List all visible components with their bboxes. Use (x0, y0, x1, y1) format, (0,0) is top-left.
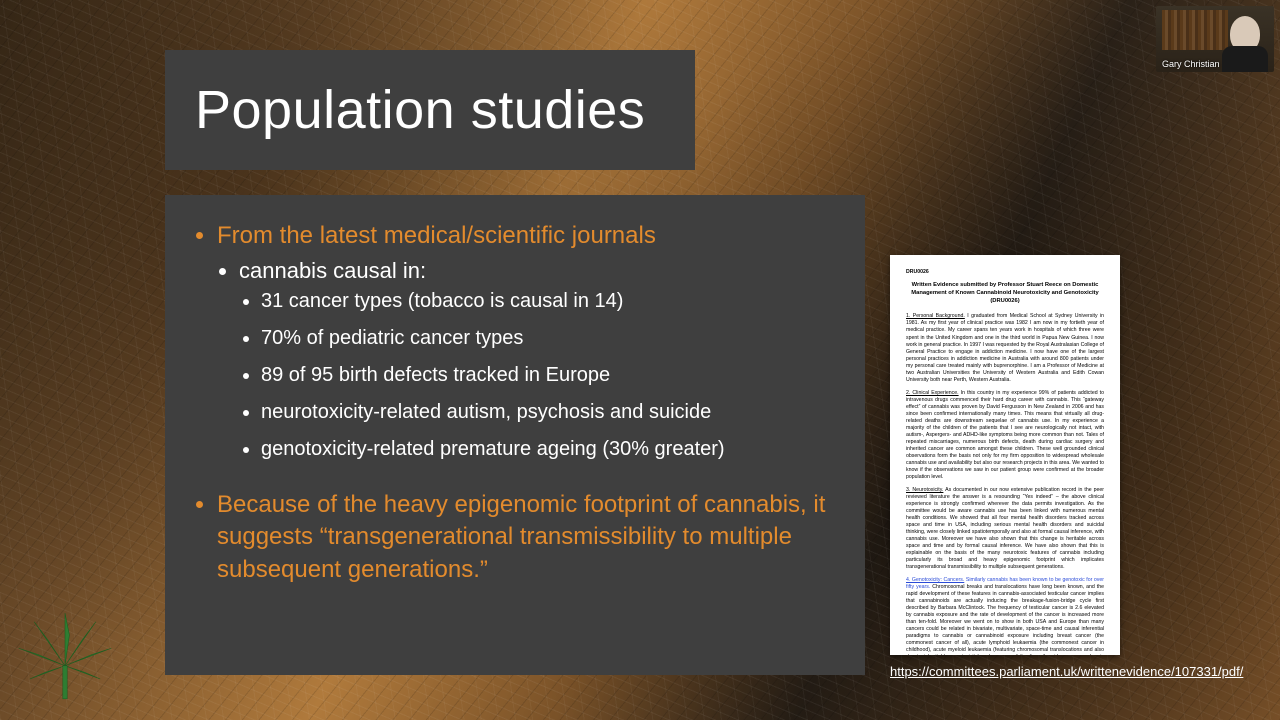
doc-heading: 1. Personal Background. (906, 313, 965, 319)
bullet-level3: 70% of pediatric cancer types (261, 323, 835, 354)
doc-heading: 2. Clinical Experience. (906, 390, 959, 396)
bullet-level1: From the latest medical/scientific journ… (217, 220, 835, 465)
bullet-level3: 89 of 95 birth defects tracked in Europe (261, 360, 835, 391)
slide-stage: Population studies From the latest medic… (0, 0, 1280, 720)
bullet-level3: genotoxicity-related premature ageing (3… (261, 434, 835, 465)
title-panel: Population studies (165, 50, 695, 170)
doc-text: I graduated from Medical School at Sydne… (906, 313, 1104, 382)
slide-title: Population studies (195, 79, 645, 141)
doc-paragraph: 1. Personal Background. I graduated from… (906, 313, 1104, 383)
webcam-background (1162, 10, 1228, 50)
bullet-accent: (30% greater) (602, 438, 724, 460)
doc-text: Chromosomal breaks and translocations ha… (906, 584, 1104, 655)
bullet-accent: (tobacco is causal in 14) (408, 290, 624, 312)
bullet-level3: neurotoxicity-related autism, psychosis … (261, 397, 835, 428)
webcam-thumbnail[interactable]: Gary Christian (1156, 6, 1274, 72)
body-panel: From the latest medical/scientific journ… (165, 195, 865, 675)
bullet-level3: 31 cancer types (tobacco is causal in 14… (261, 286, 835, 317)
webcam-person-body (1222, 46, 1268, 72)
bullet-level2: cannabis causal in: 31 cancer types (tob… (239, 256, 835, 465)
bullet-text: cannabis causal in: (239, 258, 426, 283)
bullet-text: Because of the heavy epigenomic footprin… (217, 491, 825, 583)
webcam-name-label: Gary Christian (1162, 59, 1220, 69)
bullet-text: 31 cancer types (261, 290, 408, 312)
bullet-text: 70% of pediatric cancer types (261, 327, 523, 349)
doc-text: As documented in our now extensive publi… (906, 487, 1104, 570)
doc-paragraph: 3. Neurotoxicity. As documented in our n… (906, 487, 1104, 571)
bullet-text: 89 of 95 birth defects tracked in Europe (261, 364, 610, 386)
doc-title: Written Evidence submitted by Professor … (906, 282, 1104, 305)
doc-heading: 4. Genotoxicity: Cancers. (906, 577, 964, 583)
bullet-text: From the latest medical/scientific journ… (217, 222, 656, 249)
doc-paragraph: 4. Genotoxicity: Cancers. Similarly cann… (906, 577, 1104, 655)
doc-heading: 3. Neurotoxicity. (906, 487, 943, 493)
cannabis-leaf-icon (10, 602, 120, 712)
doc-code: DRU0026 (906, 269, 1104, 276)
bullet-text: neurotoxicity-related autism, psychosis … (261, 401, 711, 423)
bullet-text: genotoxicity-related premature ageing (261, 438, 602, 460)
spacer (195, 471, 835, 489)
doc-text: In this country in my experience 99% of … (906, 390, 1104, 480)
bullet-level1: Because of the heavy epigenomic footprin… (217, 489, 835, 586)
source-link[interactable]: https://committees.parliament.uk/written… (890, 664, 1243, 679)
document-thumbnail: DRU0026 Written Evidence submitted by Pr… (890, 255, 1120, 655)
doc-paragraph: 2. Clinical Experience. In this country … (906, 390, 1104, 481)
